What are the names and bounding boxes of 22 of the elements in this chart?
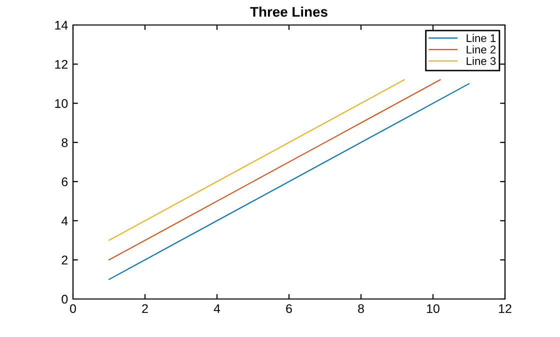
y-tick-label: 4 <box>61 216 68 226</box>
line-series <box>108 83 470 280</box>
line-series <box>108 79 405 241</box>
x-tick-label: 0 <box>70 304 76 314</box>
legend-label: Line 1 <box>466 34 496 42</box>
y-tick-label: 2 <box>62 256 68 264</box>
y-tick-label: 6 <box>62 177 68 186</box>
x-tick-label: 12 <box>499 304 512 313</box>
y-tick-label: 8 <box>62 138 68 148</box>
line-series <box>108 79 441 260</box>
legend-label: Line 2 <box>466 45 496 54</box>
y-tick-label: 12 <box>55 60 68 69</box>
y-tick-label: 0 <box>62 294 68 304</box>
legend-label: Line 3 <box>466 56 496 65</box>
x-tick-label: 2 <box>142 304 148 313</box>
x-tick-label: 8 <box>358 304 364 314</box>
x-tick-label: 4 <box>214 304 220 313</box>
x-tick-label: 6 <box>286 304 292 314</box>
chart-title: Three Lines <box>250 6 328 17</box>
y-tick-label: 14 <box>55 20 68 30</box>
y-tick-label: 10 <box>55 99 68 108</box>
x-tick-label: 10 <box>427 304 440 314</box>
